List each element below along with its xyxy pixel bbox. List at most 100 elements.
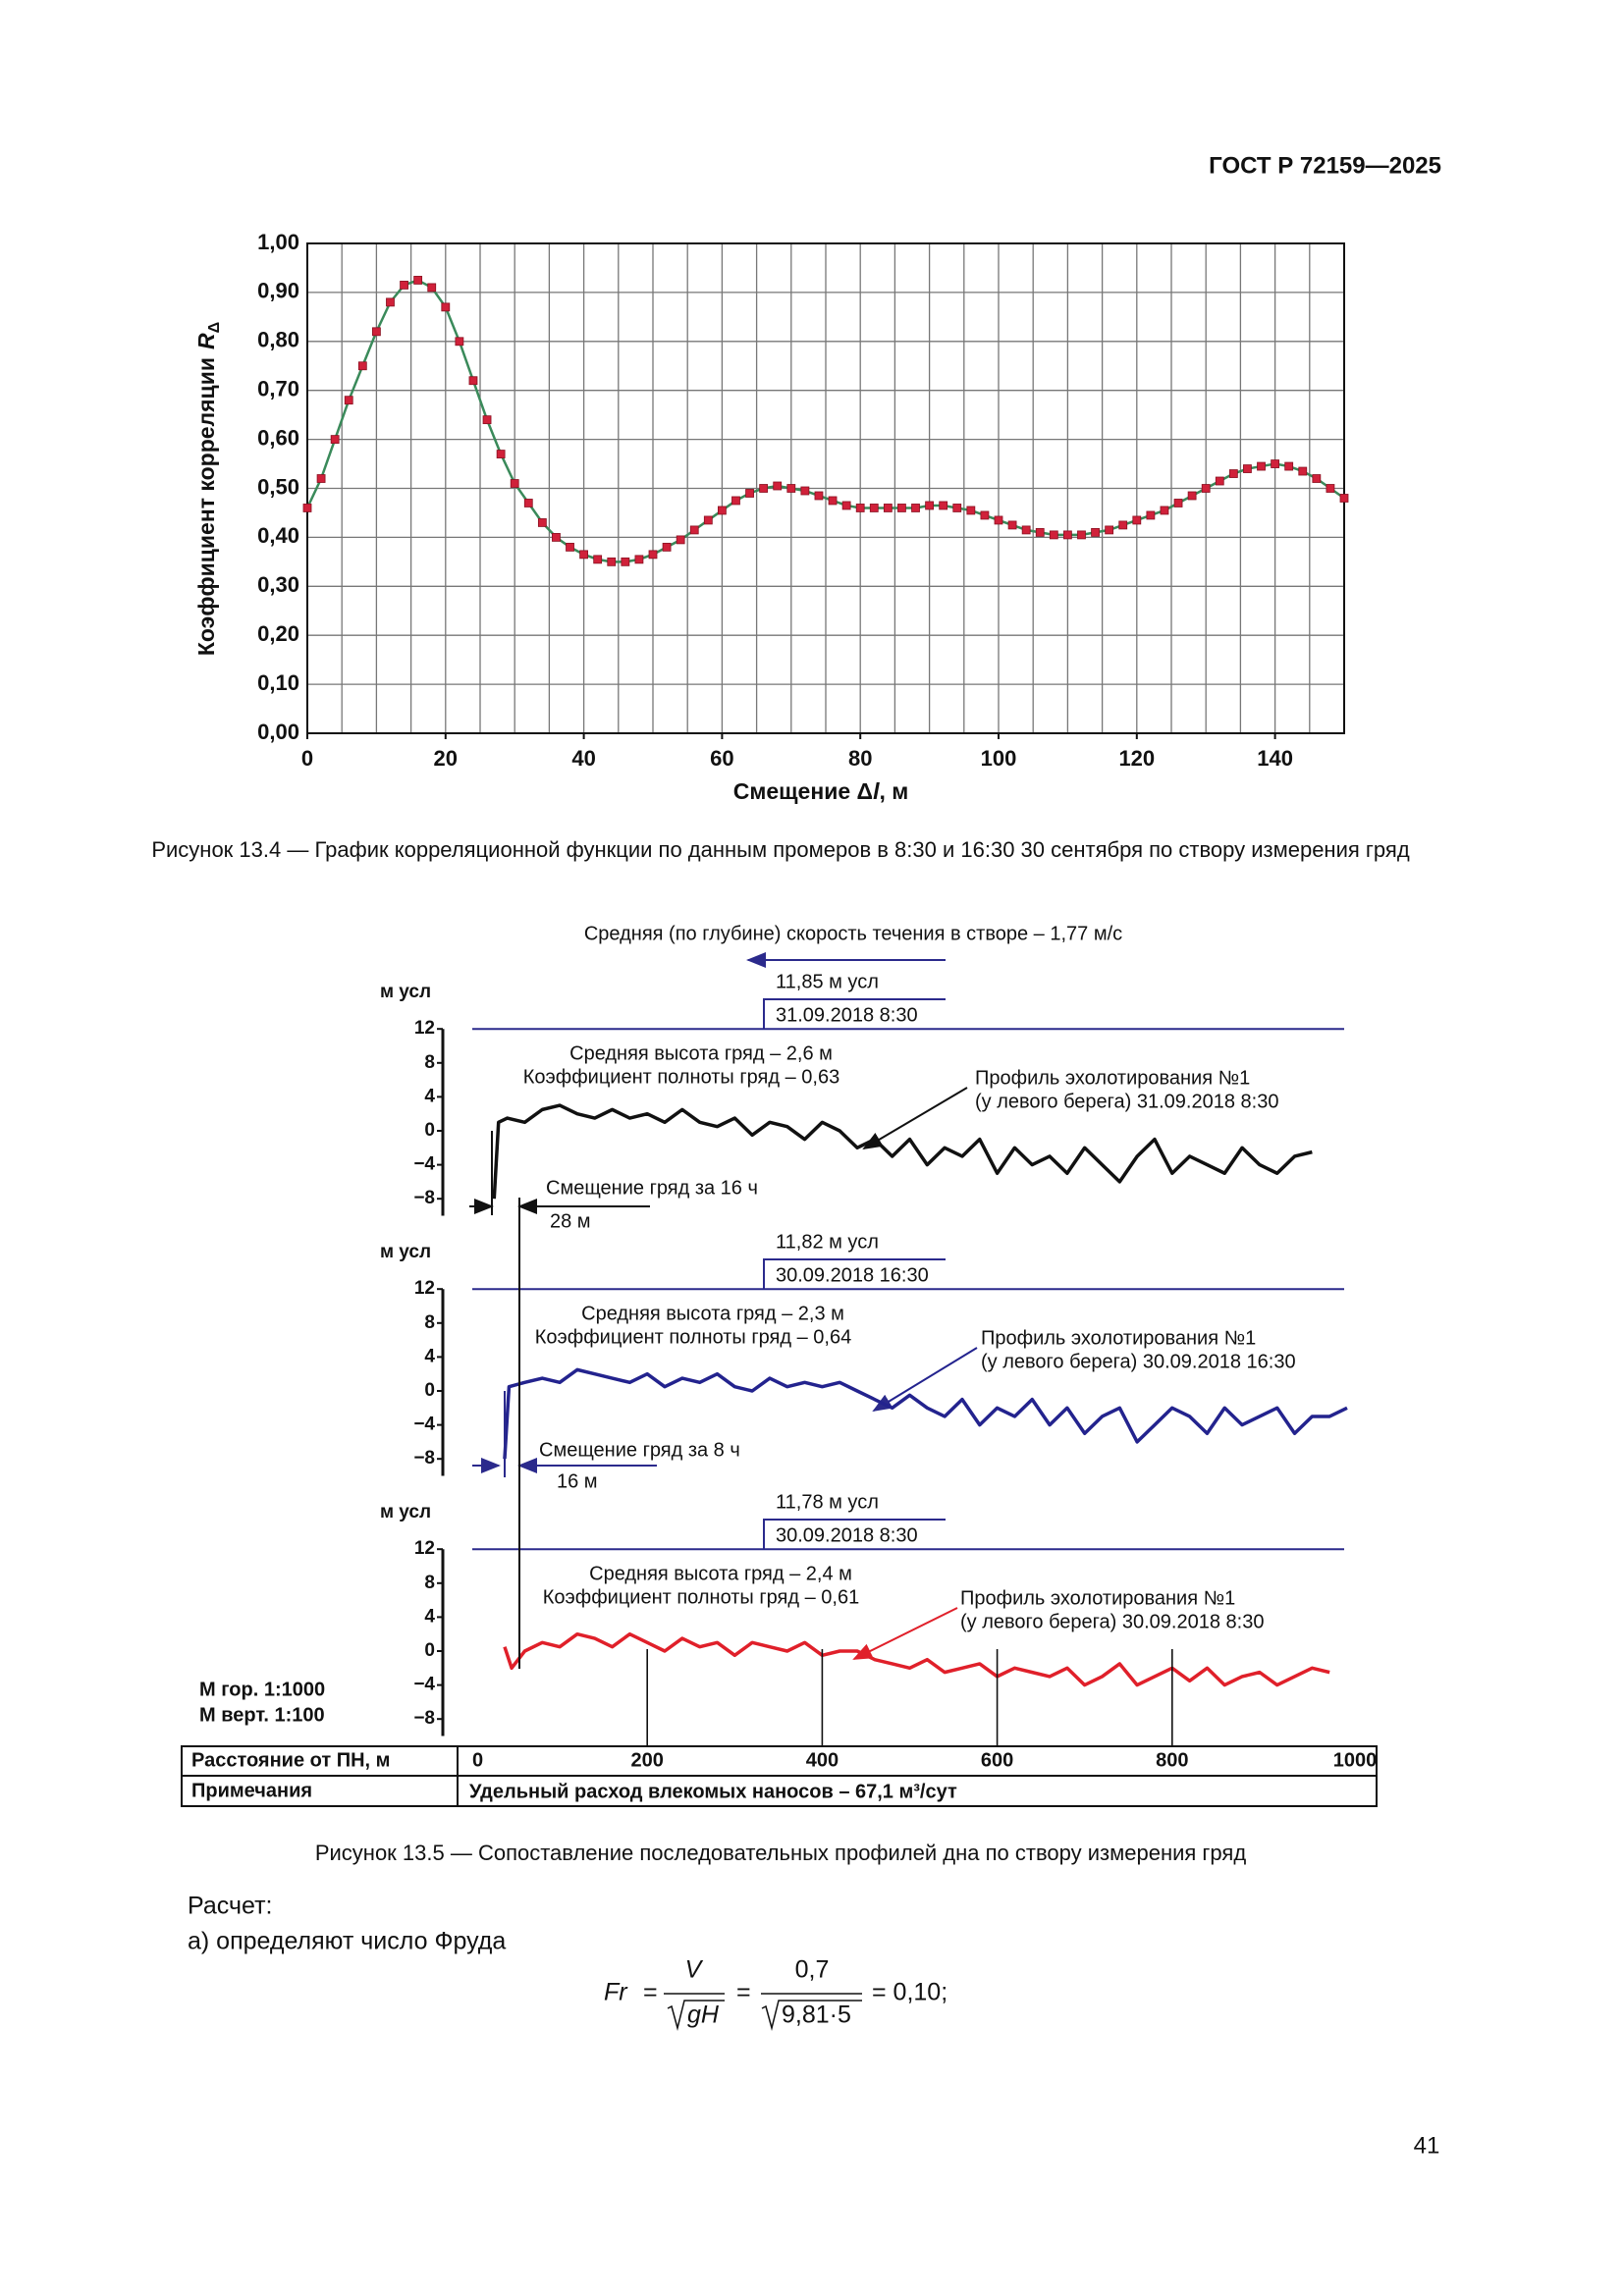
data-point xyxy=(316,474,326,483)
y-axis-label-symbol: R xyxy=(193,333,219,349)
data-point xyxy=(344,396,353,405)
data-point xyxy=(1105,525,1114,535)
formula-num: 0,7 xyxy=(795,1956,830,1984)
data-point xyxy=(731,496,740,506)
ridge-height: Средняя высота гряд – 2,6 м xyxy=(569,1042,833,1064)
data-point xyxy=(371,327,381,337)
level-label: 11,82 м усл xyxy=(776,1231,879,1253)
profile-label: Профиль эхолотирования №1 xyxy=(960,1587,1235,1609)
scale-vertical: М верт. 1:100 xyxy=(199,1704,325,1726)
x-tick-label: 140 xyxy=(1257,746,1293,771)
data-point xyxy=(482,415,492,425)
x-tick-label: 0 xyxy=(472,1749,483,1771)
ridge-fullness: Коэффициент полноты гряд – 0,63 xyxy=(523,1066,839,1088)
x-tick-label: 100 xyxy=(981,746,1017,771)
data-point xyxy=(510,479,519,488)
data-point xyxy=(980,510,990,520)
level-label: 11,85 м усл xyxy=(776,971,879,992)
formula-den: 9,81·5 xyxy=(782,2002,851,2029)
data-point xyxy=(537,518,547,527)
data-point xyxy=(1243,464,1252,473)
x-tick-label: 80 xyxy=(848,746,872,771)
y-tick-label: 0,10 xyxy=(257,670,299,695)
data-point xyxy=(621,557,630,566)
formula-den: gH xyxy=(687,2002,720,2029)
y-tick-label: −8 xyxy=(413,1448,435,1468)
x-tick-label: 400 xyxy=(806,1749,839,1771)
profile-pointer xyxy=(862,1087,968,1150)
data-point xyxy=(1091,528,1100,537)
y-axis-label-subscript: Δ xyxy=(206,322,223,334)
data-point xyxy=(1049,530,1058,540)
data-point xyxy=(1007,520,1017,530)
profile-label: Профиль эхолотирования №1 xyxy=(981,1327,1256,1349)
profile-label: (у левого берега) 30.09.2018 16:30 xyxy=(981,1351,1296,1372)
data-point xyxy=(759,484,769,493)
data-point xyxy=(523,499,533,507)
profile-label: (у левого берега) 31.09.2018 8:30 xyxy=(975,1091,1278,1112)
scale-horizontal: М гор. 1:1000 xyxy=(199,1679,325,1700)
x-tick-label: 200 xyxy=(631,1749,664,1771)
y-tick-label: 0,60 xyxy=(257,425,299,450)
y-tick-label: 8 xyxy=(424,1573,435,1593)
data-point xyxy=(400,281,408,290)
data-point xyxy=(427,283,437,293)
y-tick-label: −8 xyxy=(413,1708,435,1729)
sqrt-sign xyxy=(761,2000,862,2031)
data-point xyxy=(897,504,906,512)
y-tick-label: −4 xyxy=(413,1415,435,1435)
data-point xyxy=(496,450,506,458)
data-point xyxy=(800,486,810,496)
table-note: Удельный расход влекомых наносов – 67,1 … xyxy=(469,1781,957,1802)
data-point xyxy=(869,504,879,512)
data-point xyxy=(1118,520,1128,530)
plot-frame xyxy=(306,242,1345,734)
shift-label: Смещение гряд за 8 ч xyxy=(539,1439,740,1461)
y-axis-unit: м усл xyxy=(380,1502,431,1522)
y-tick-label: −4 xyxy=(413,1154,435,1175)
y-axis-label: Коэффициент корреляции RΔ xyxy=(193,322,223,656)
x-tick-label: 60 xyxy=(710,746,733,771)
data-point xyxy=(773,481,783,491)
data-point xyxy=(1228,469,1238,478)
level-box xyxy=(763,1519,946,1550)
data-point xyxy=(455,337,464,347)
data-point xyxy=(911,504,920,512)
data-point xyxy=(413,276,423,285)
x-axis-label-unit: , м xyxy=(879,778,908,804)
data-point xyxy=(330,435,340,445)
level-date: 30.09.2018 16:30 xyxy=(776,1264,929,1286)
data-point xyxy=(1271,459,1279,468)
sqrt-sign xyxy=(667,2000,725,2031)
level-date: 30.09.2018 8:30 xyxy=(776,1524,918,1546)
formula-eq: = xyxy=(643,1979,658,2006)
figure-caption: Рисунок 13.5 — Сопоставление последовате… xyxy=(314,1841,1247,1865)
ridge-height: Средняя высота гряд – 2,4 м xyxy=(589,1563,852,1584)
data-point xyxy=(648,550,658,560)
bed-profile xyxy=(503,1367,1348,1460)
data-point xyxy=(676,535,685,545)
formula-lhs: Fr xyxy=(604,1979,628,2006)
formula-num: V xyxy=(685,1956,704,1984)
correlation-line xyxy=(305,279,1345,563)
data-point xyxy=(1021,525,1031,535)
data-point xyxy=(1257,461,1266,471)
y-tick-label: 8 xyxy=(424,1312,435,1333)
y-tick-label: 0,70 xyxy=(257,377,299,401)
data-point xyxy=(566,542,574,552)
data-point xyxy=(1132,515,1142,525)
bed-profile xyxy=(492,1103,1313,1200)
table-row-label: Примечания xyxy=(191,1780,312,1801)
y-tick-label: 12 xyxy=(414,1538,435,1559)
velocity-label: Средняя (по глубине) скорость течения в … xyxy=(584,923,1122,944)
y-tick-label: 0 xyxy=(424,1120,435,1141)
bed-profile xyxy=(503,1631,1330,1687)
formula-eq: = xyxy=(736,1979,751,2006)
ridge-height: Средняя высота гряд – 2,3 м xyxy=(581,1303,844,1324)
data-point xyxy=(841,501,851,510)
data-point xyxy=(689,525,699,535)
data-point xyxy=(814,491,824,501)
data-point xyxy=(966,506,976,515)
data-point xyxy=(579,550,588,560)
